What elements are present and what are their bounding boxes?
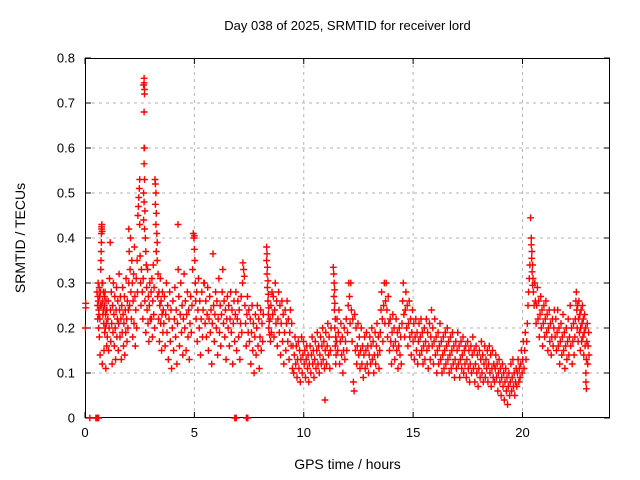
- x-tick-label: 5: [191, 425, 198, 440]
- gridlines: [85, 58, 610, 418]
- chart-title: Day 038 of 2025, SRMTID for receiver lor…: [224, 18, 471, 33]
- y-tick-label: 0.8: [57, 51, 75, 66]
- x-tick-label: 20: [515, 425, 529, 440]
- x-tick-label: 15: [406, 425, 420, 440]
- y-tick-label: 0.5: [57, 186, 75, 201]
- y-tick-label: 0.4: [57, 231, 75, 246]
- tick-marks: [84, 57, 610, 419]
- y-tick-label: 0.2: [57, 321, 75, 336]
- y-tick-label: 0: [68, 411, 75, 426]
- x-tick-label: 0: [81, 425, 88, 440]
- x-axis-label: GPS time / hours: [294, 456, 401, 472]
- y-tick-label: 0.6: [57, 141, 75, 156]
- data-points: [82, 74, 593, 422]
- y-tick-label: 0.1: [57, 366, 75, 381]
- y-tick-label: 0.3: [57, 276, 75, 291]
- y-tick-label: 0.7: [57, 96, 75, 111]
- x-tick-label: 10: [297, 425, 311, 440]
